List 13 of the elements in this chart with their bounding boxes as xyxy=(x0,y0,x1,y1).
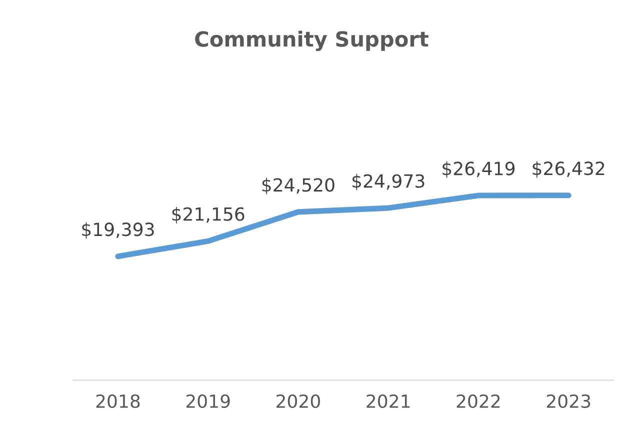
x-tick-label: 2021 xyxy=(366,394,410,408)
data-label: $26,419 xyxy=(442,161,515,178)
x-tick-label: 2020 xyxy=(276,394,320,408)
x-tick-label: 2022 xyxy=(456,394,500,408)
x-tick-label: 2018 xyxy=(96,394,140,408)
x-tick-label: 2023 xyxy=(546,394,590,408)
chart-title: Community Support xyxy=(195,30,428,52)
data-label: $21,156 xyxy=(172,206,244,224)
data-label: $26,432 xyxy=(532,161,604,178)
data-label: $24,973 xyxy=(352,174,424,190)
data-label: $19,393 xyxy=(82,222,154,239)
x-tick-label: 2019 xyxy=(186,394,230,408)
data-label: $24,520 xyxy=(262,178,334,194)
